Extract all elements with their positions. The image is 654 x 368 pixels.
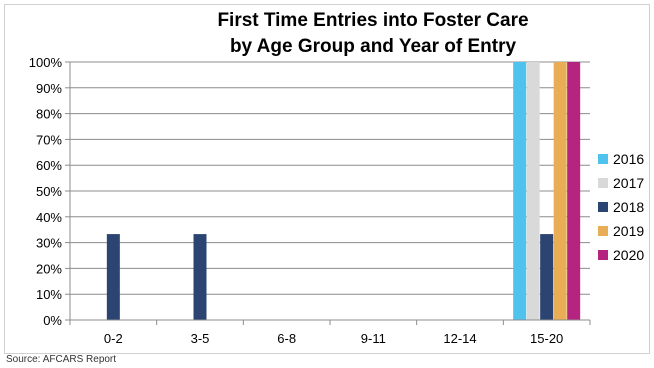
x-tick-label: 15-20 bbox=[530, 331, 563, 346]
bar-2018-0-2 bbox=[106, 234, 120, 320]
bar-2018-3-5 bbox=[193, 234, 207, 320]
y-tick-label: 0% bbox=[43, 313, 62, 328]
gridlines bbox=[65, 61, 590, 321]
y-tick-label: 10% bbox=[36, 287, 62, 302]
legend-label: 2017 bbox=[613, 175, 644, 191]
x-tick-label: 3-5 bbox=[191, 331, 210, 346]
y-tick-label: 70% bbox=[36, 132, 62, 147]
legend-label: 2018 bbox=[613, 199, 644, 215]
bar-2020-15-20 bbox=[567, 62, 581, 320]
legend-label: 2020 bbox=[613, 247, 644, 263]
y-tick-label: 30% bbox=[36, 236, 62, 251]
chart-title-line-1: First Time Entries into Foster Care bbox=[217, 10, 528, 31]
legend-swatch-2016 bbox=[598, 154, 608, 164]
legend-swatch-2019 bbox=[598, 226, 608, 236]
bar-2019-15-20 bbox=[553, 62, 567, 320]
legend-label: 2016 bbox=[613, 151, 644, 167]
legend-label: 2019 bbox=[613, 223, 644, 239]
chart-title-line-2: by Age Group and Year of Entry bbox=[230, 36, 517, 57]
legend-swatch-2020 bbox=[598, 250, 608, 260]
y-tick-label: 20% bbox=[36, 261, 62, 276]
y-tick-label: 50% bbox=[36, 184, 62, 199]
chart-title: First Time Entries into Foster Care by A… bbox=[217, 10, 528, 57]
axes bbox=[69, 62, 591, 325]
legend-swatch-2017 bbox=[598, 178, 608, 188]
y-tick-label: 40% bbox=[36, 210, 62, 225]
bar-2018-15-20 bbox=[540, 234, 554, 320]
x-tick-label: 0-2 bbox=[104, 331, 123, 346]
x-tick-label: 9-11 bbox=[361, 331, 386, 346]
y-tick-label: 60% bbox=[36, 158, 62, 173]
source-note: Source: AFCARS Report bbox=[6, 354, 117, 365]
bar-2017-15-20 bbox=[526, 62, 540, 320]
y-tick-label: 100% bbox=[29, 55, 63, 70]
x-tick-labels: 0-2 3-5 6-8 9-11 12-14 15-20 bbox=[104, 331, 563, 346]
x-tick-label: 12-14 bbox=[443, 331, 476, 346]
x-tick-label: 6-8 bbox=[277, 331, 296, 346]
bars bbox=[106, 62, 581, 320]
y-tick-labels: 0% 10% 20% 30% 40% 50% 60% 70% 80% 90% 100% bbox=[29, 55, 63, 328]
y-tick-label: 80% bbox=[36, 107, 62, 122]
bar-2016-15-20 bbox=[513, 62, 527, 320]
legend: 2016 2017 2018 2019 2020 bbox=[598, 151, 644, 263]
y-tick-label: 90% bbox=[36, 81, 62, 96]
legend-swatch-2018 bbox=[598, 202, 608, 212]
